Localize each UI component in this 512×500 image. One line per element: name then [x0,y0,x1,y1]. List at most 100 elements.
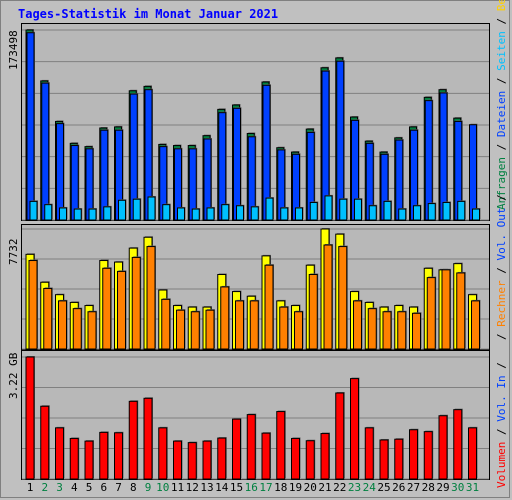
bar-volumen [438,415,448,480]
bar-dateien [395,139,404,221]
bar-rechner [220,286,230,350]
chart-title: Tages-Statistik im Monat Januar 2021 [18,7,279,21]
x-tick-label: 21 [318,481,332,494]
bar-volumen [114,432,123,480]
bar-volumen [468,427,477,480]
bar-rechner [294,311,303,350]
bar-rechner [441,269,451,350]
bar-rechner [279,306,289,350]
bar-rechner [235,300,244,350]
bar-dateien [469,124,477,221]
bar-rechner [190,311,200,350]
x-tick-label: 30 [451,481,465,494]
bar-seiten [177,207,185,221]
x-tick-label: 31 [465,481,480,494]
x-tick-label: 24 [362,481,376,494]
bar-seiten [413,205,421,221]
bar-seiten [88,208,97,221]
bar-rechner [367,308,377,350]
bar-dateien [439,92,448,221]
bar-rechner [397,311,407,350]
bar-seiten [309,201,318,221]
bar-seiten [191,208,200,221]
bar-rechner [72,308,82,350]
bar-rechner [87,311,97,350]
x-tick-label: 9 [144,481,152,494]
bar-volumen [173,440,182,480]
bar-seiten [383,200,392,221]
bar-volumen [364,427,374,480]
x-tick-label: 13 [200,481,214,494]
bar-seiten [221,204,230,221]
bar-dateien [233,107,241,221]
bar-volumen [40,405,50,480]
bar-volumen [305,440,315,480]
bar-seiten [73,208,82,221]
x-tick-label: 22 [333,481,347,494]
bar-rechner [131,256,141,350]
bar-volumen [379,439,389,480]
bar-seiten [265,197,274,221]
bar-seiten [280,207,289,221]
bar-rechner [205,309,215,350]
bar-seiten [59,207,67,221]
x-tick-label: 12 [185,481,199,494]
bar-rechner [412,312,421,350]
bar-volumen [276,411,286,480]
x-tick-label: 19 [288,481,303,494]
bar-volumen [246,414,256,480]
bar-volumen [158,427,168,480]
bar-seiten [118,199,126,221]
bar-seiten [132,198,141,221]
bar-volumen [291,437,300,480]
bar-seiten [457,200,466,221]
bar-volumen [217,437,227,480]
bar-volumen [69,437,79,480]
x-tick-label: 18 [274,481,288,494]
bar-dateien [336,60,345,221]
bar-volumen [423,431,433,480]
bar-dateien [26,32,35,221]
bar-volumen [350,378,359,480]
bar-dateien [424,100,433,221]
x-tick-label: 25 [377,481,391,494]
bar-volumen [202,440,212,480]
x-tick-label: 6 [100,481,108,494]
x-tick-label: 20 [303,481,317,494]
bar-seiten [44,204,53,221]
bar-seiten [472,208,480,221]
bar-volumen [394,438,404,480]
bar-rechner [102,267,112,350]
bar-rechner [58,300,67,350]
bar-volumen [232,418,241,480]
x-tick-label: 23 [347,481,362,494]
bar-rechner [161,298,171,350]
bar-volumen [409,429,418,480]
bar-seiten [442,201,451,221]
x-tick-label: 16 [244,481,258,494]
bar-rechner [323,244,333,350]
bar-volumen [335,392,345,480]
x-tick-label: 15 [229,481,244,494]
x-tick-label: 17 [259,481,273,494]
bar-seiten [147,196,156,221]
bar-seiten [398,208,407,221]
x-tick-label: 2 [41,481,49,494]
x-tick-label: 14 [215,481,229,494]
bar-seiten [103,206,112,221]
bar-seiten [354,198,362,221]
bar-rechner [471,300,480,350]
bar-rechner [146,246,156,350]
bar-rechner [456,272,466,350]
bar-rechner [426,277,436,350]
x-tick-label: 27 [406,481,421,494]
bar-seiten [250,206,259,221]
bar-seiten [162,204,171,221]
bar-seiten [427,203,436,221]
bar-seiten [295,207,303,221]
x-tick-label: 8 [129,481,137,494]
bar-dateien [56,123,64,221]
x-tick-label: 11 [170,481,185,494]
